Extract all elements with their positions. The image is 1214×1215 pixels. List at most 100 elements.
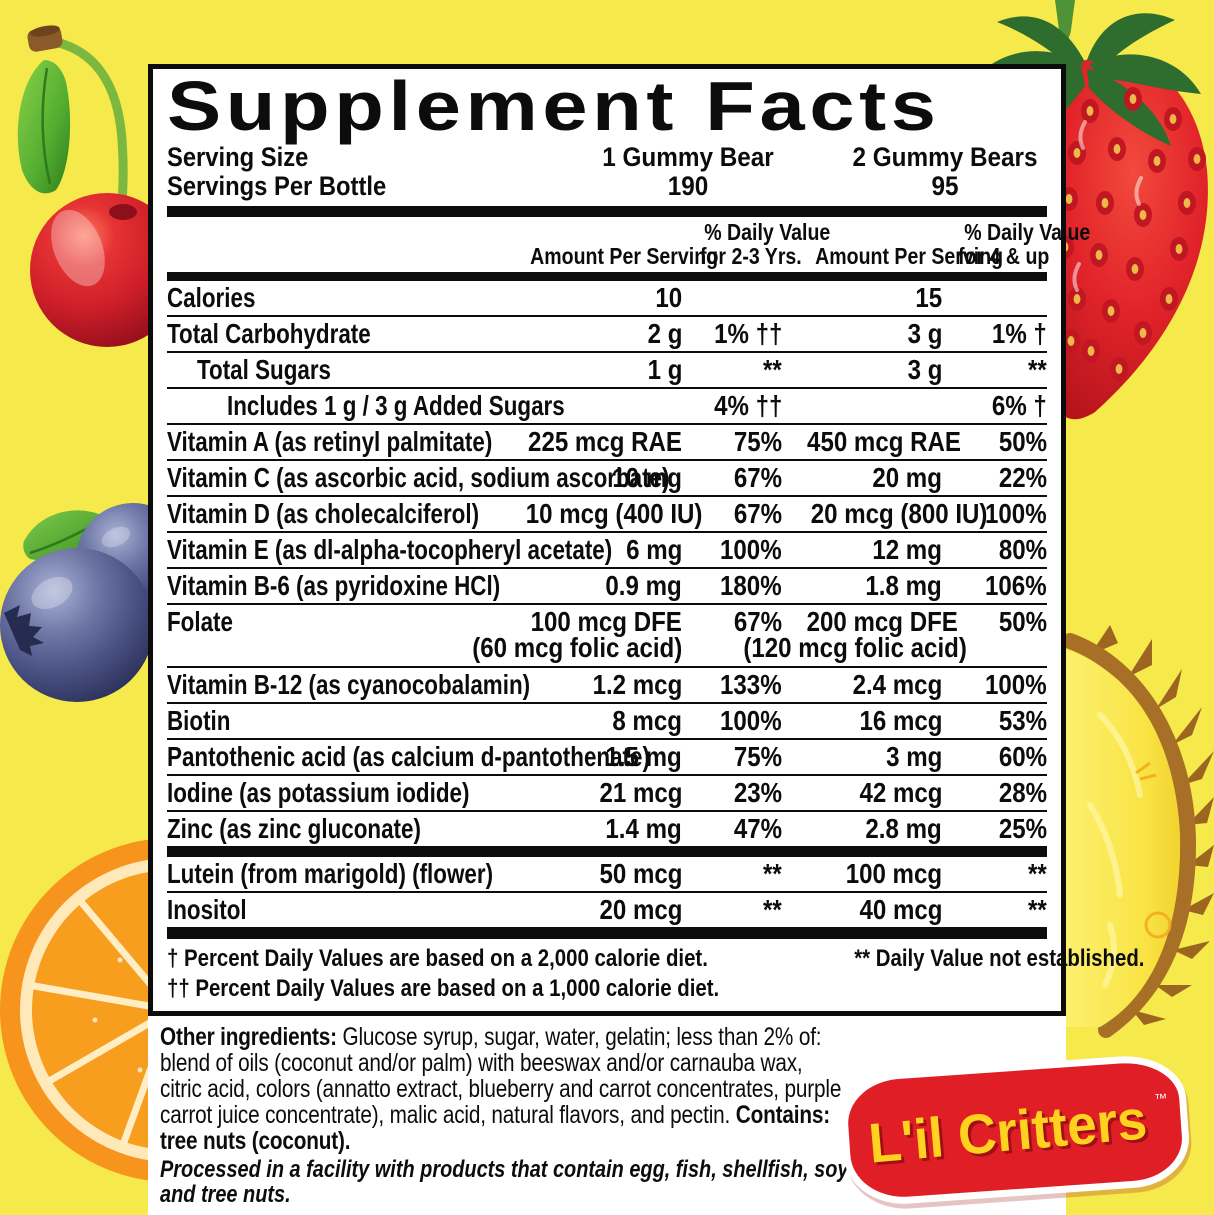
row-dv-2: 53% [998,705,1047,736]
row-dv-2 [942,284,1047,311]
row-dv-2: 60% [998,741,1047,772]
row-amount-1: 0.9 mg [605,570,682,601]
trademark-symbol: ™ [1153,1090,1168,1107]
row-dv-2: 22% [998,462,1047,493]
row-amount-2: 20 mcg (800 IU) [810,498,988,529]
row-dv-1: ** [763,354,782,385]
row-dv-2: 100% [985,498,1047,529]
table-row: Vitamin D (as cholecalciferol) 10 mcg (40… [167,497,1047,533]
pineapple-wedge-illustration [1040,625,1214,1045]
subrow-value-2: (120 mcg folic acid) [743,632,967,663]
row-dv-1: 67% [733,606,782,637]
row-dv-1: 180% [720,570,782,601]
row-amount-2: 1.8 mg [865,570,942,601]
row-amount-1: 8 mcg [612,705,682,736]
row-label: Pantothenic acid (as calcium d-pantothen… [167,741,650,772]
table-row: Inositol 20 mcg ** 40 mcg ** [167,893,1047,929]
serving-size-col1: 1 Gummy Bear [602,142,774,172]
row-amount-2: 2.8 mg [865,813,942,844]
row-label: Vitamin E (as dl-alpha-tocopheryl acetat… [167,534,613,565]
footnote-double-dagger: †† Percent Daily Values are based on a 1… [167,975,720,1002]
row-amount-2: 42 mcg [859,777,942,808]
row-dv-1: 47% [733,813,782,844]
row-dv-1: 75% [733,741,782,772]
row-label: Vitamin B-6 (as pyridoxine HCl) [167,570,501,601]
row-label: Total Carbohydrate [167,318,371,349]
row-amount-1: 21 mcg [599,777,682,808]
other-ingredients-paragraph: Other ingredients: Glucose syrup, sugar,… [160,1024,849,1154]
table-row: Folate 100 mcg DFE 67% 200 mcg DFE 50% [167,605,1047,637]
row-amount-2 [782,392,942,419]
row-label: Includes 1 g / 3 g Added Sugars [227,390,565,421]
table-row: Total Sugars 1 g ** 3 g ** [167,353,1047,389]
row-dv-2: ** [1028,858,1047,889]
table-row: Vitamin A (as retinyl palmitate) 225 mcg … [167,425,1047,461]
row-dv-1: ** [763,894,782,925]
row-amount-2: 3 mg [885,741,942,772]
table-row: Zinc (as zinc gluconate) 1.4 mg 47% 2.8 mg 2… [167,812,1047,848]
footnote-asterisks: ** Daily Value not established. [854,945,1145,972]
lil-critters-logo: L'il Critters ™ [837,1052,1193,1208]
row-dv-2: 80% [998,534,1047,565]
thick-rule [167,272,1047,281]
row-dv-2: 28% [998,777,1047,808]
table-subrow: (60 mcg folic acid) (120 mcg folic acid) [167,632,1047,668]
serving-size-col2: 2 Gummy Bears [852,142,1038,172]
row-label: Vitamin B-12 (as cyanocobalamin) [167,669,531,700]
row-amount-2: 16 mcg [859,705,942,736]
row-amount-1: 6 mg [625,534,682,565]
row-amount-2: 100 mcg [845,858,942,889]
table-row: Vitamin B-6 (as pyridoxine HCl) 0.9 mg 180… [167,569,1047,605]
row-dv-1: 75% [733,426,782,457]
pineapple-wedge-icon [1062,625,1214,1038]
thick-rule [167,206,1047,217]
thick-rule [167,929,1047,939]
subrow-value-1: (60 mcg folic acid) [471,632,682,663]
row-dv-1: 100% [720,534,782,565]
row-dv-1 [682,284,782,311]
page-title: Supplement Facts [167,67,941,145]
row-label: Iodine (as potassium iodide) [167,777,470,808]
servings-per-bottle-col2: 95 [931,171,959,201]
row-dv-2: 50% [998,606,1047,637]
row-dv-1: 133% [720,669,782,700]
thick-rule [167,848,1047,857]
row-dv-2: 106% [985,570,1047,601]
other-ingredients-body: Glucose syrup, sugar, water, gelatin; le… [160,1023,842,1129]
table-row: Biotin 8 mcg 100% 16 mcg 53% [167,704,1047,740]
row-dv-1: 1% †† [713,318,782,349]
table-row: Calories 10 15 [167,281,1047,317]
supplement-facts-box: Supplement Facts Serving Size 1 Gummy Be… [148,64,1145,1016]
serving-size-label: Serving Size [167,142,309,172]
servings-per-bottle-row: Servings Per Bottle 190 95 [167,172,1047,201]
other-ingredients-label: Other ingredients: [160,1023,337,1051]
row-amount-1: 1.4 mg [605,813,682,844]
contains-statement: Contains: tree nuts (coconut). [160,1101,830,1155]
header-dv-2: % Daily Value for 4 & up [958,219,1091,269]
table-row: Lutein (from marigold) (flower) 50 mcg ** 1… [167,857,1047,893]
row-amount-1: 20 mcg [599,894,682,925]
header-amount-1: Amount Per Serving [530,243,719,269]
table-row: Includes 1 g / 3 g Added Sugars 4% †† 6% † [167,389,1047,425]
row-label: Vitamin A (as retinyl palmitate) [167,426,493,457]
row-dv-1: 4% †† [713,390,782,421]
row-amount-1: 1 g [647,354,682,385]
allergen-note: Processed in a facility with products th… [160,1156,849,1208]
table-row: Total Carbohydrate 2 g 1% †† 3 g 1% † [167,317,1047,353]
row-amount-1: 1.5 mg [605,741,682,772]
row-amount-2: 40 mcg [859,894,942,925]
row-label: Vitamin C (as ascorbic acid, sodium asco… [167,462,670,493]
table-row: Vitamin E (as dl-alpha-tocopheryl acetat… [167,533,1047,569]
row-label: Vitamin D (as cholecalciferol) [167,498,480,529]
row-label: Calories [167,282,256,313]
table-row: Pantothenic acid (as calcium d-pantothen… [167,740,1047,776]
row-dv-1: 23% [733,777,782,808]
row-amount-1: 2 g [647,318,682,349]
row-amount-2: 200 mcg DFE [806,606,958,637]
row-label: Lutein (from marigold) (flower) [167,858,494,889]
row-dv-1: ** [763,858,782,889]
row-label: Biotin [167,705,231,736]
header-dv-1: % Daily Value for 2-3 Yrs. [699,219,831,269]
header-amount-2: Amount Per Serving [815,243,1004,269]
